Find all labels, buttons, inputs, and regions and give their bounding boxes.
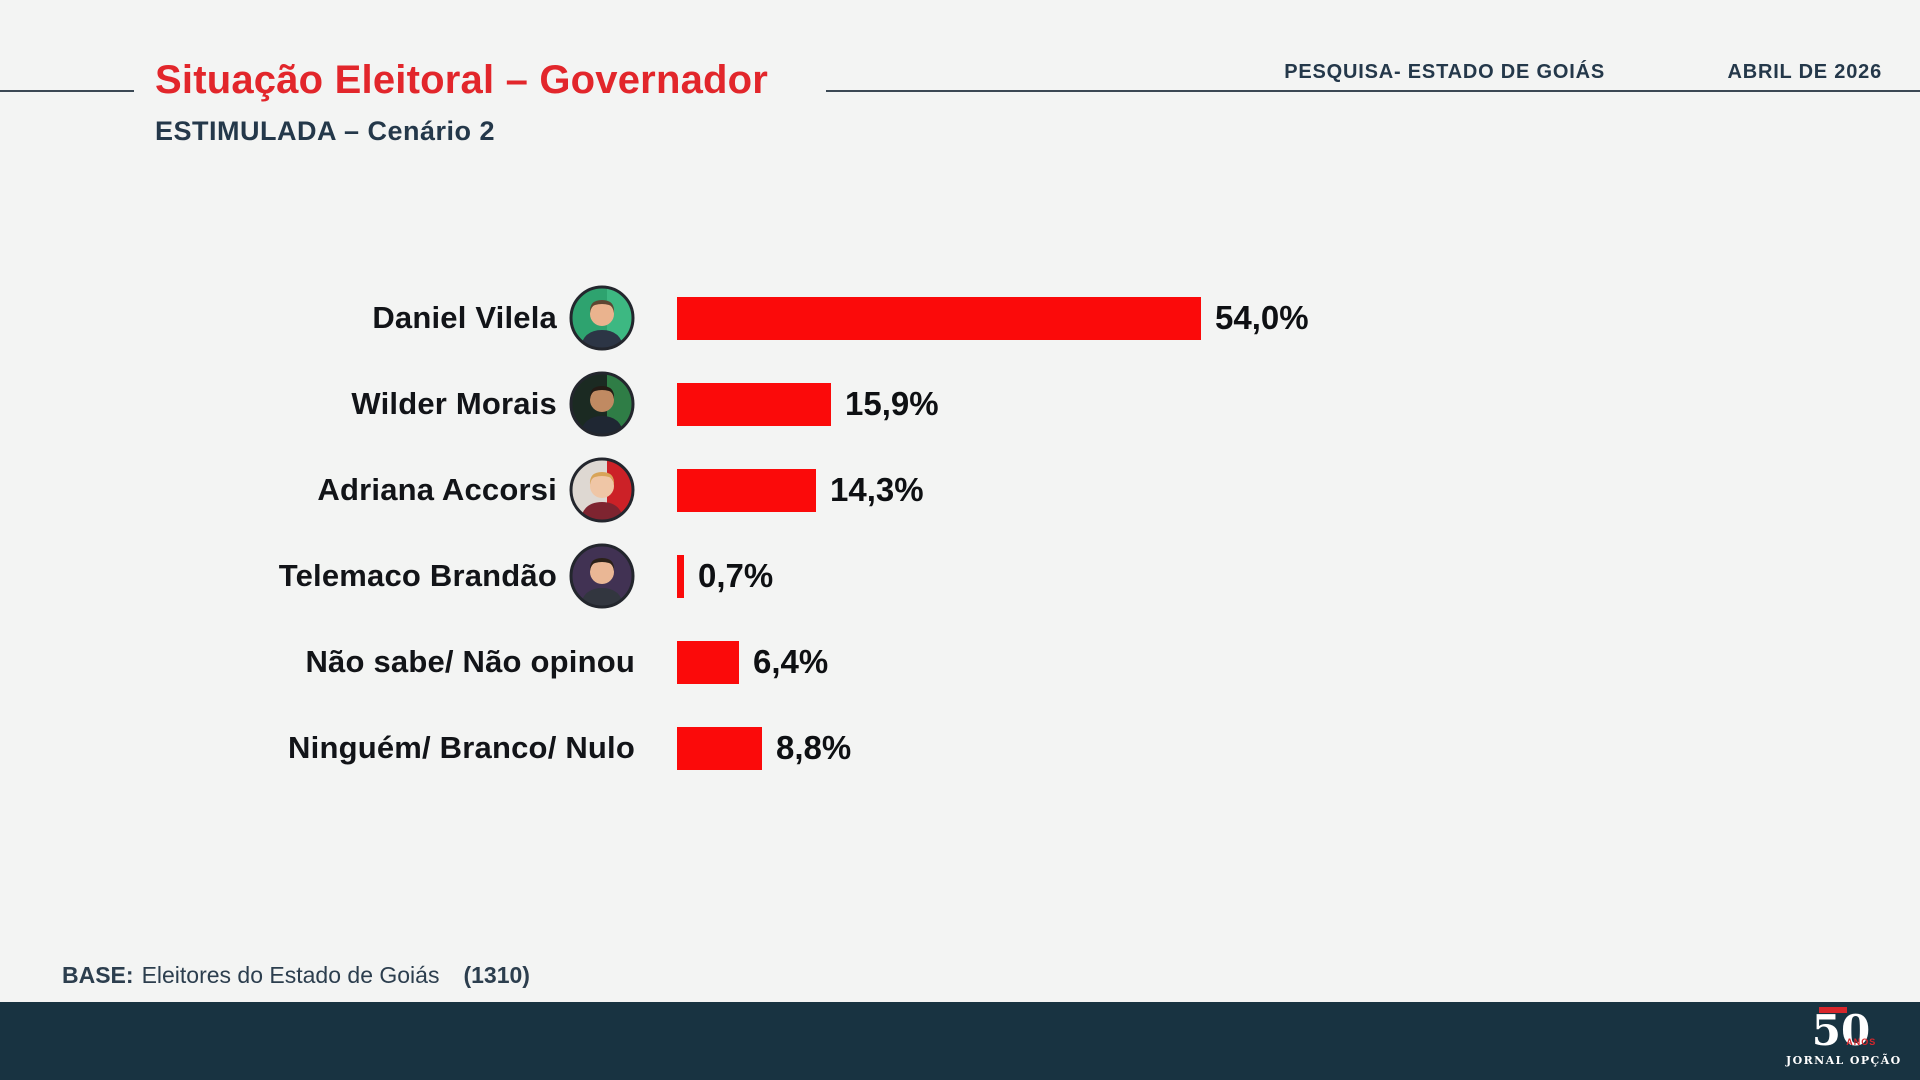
row-left-block: Wilder Morais [0,371,635,437]
logo-anos-label: ANOS [1846,1037,1877,1047]
chart-row: Ninguém/ Branco/ Nulo 8,8% [0,705,1920,791]
daniel-vilela-avatar [569,285,635,351]
logo-name: JORNAL OPÇÃO [1786,1054,1902,1067]
candidate-label: Adriana Accorsi [317,472,557,507]
chart-row: Não sabe/ Não opinou 6,4% [0,619,1920,705]
bar-wrap: 6,4% [677,640,829,684]
chart-row: Telemaco Brandão 0,7% [0,533,1920,619]
wilder-morais-avatar [569,371,635,437]
survey-name-label: PESQUISA- ESTADO DE GOIÁS [1284,61,1605,83]
header-rule-left [0,90,134,92]
value-label: 8,8% [776,729,852,766]
candidate-label: Wilder Morais [351,386,557,421]
chart-row: Daniel Vilela 54,0% [0,275,1920,361]
base-note-text: Eleitores do Estado de Goiás [141,962,440,988]
row-left-block: Daniel Vilela [0,285,635,351]
base-note-count: (1310) [463,962,530,988]
chart-row: Adriana Accorsi 14,3% [0,447,1920,533]
value-label: 0,7% [698,557,774,594]
logo-red-bar [1818,1007,1847,1013]
value-label: 6,4% [753,643,829,680]
bar-wrap: 8,8% [677,726,852,770]
page-subtitle: ESTIMULADA – Cenário 2 [155,116,496,146]
row-left-block: Ninguém/ Branco/ Nulo [0,730,635,766]
footer-bar: 50 ANOS JORNAL OPÇÃO [0,1002,1920,1080]
base-note-label: BASE: [62,962,134,988]
page-title: Situação Eleitoral – Governador [155,58,769,102]
candidate-label: Não sabe/ Não opinou [305,644,635,679]
jornal-opcao-logo: 50 ANOS JORNAL OPÇÃO [1786,1007,1902,1067]
adriana-accorsi-avatar [569,457,635,523]
candidate-label: Telemaco Brandão [278,558,557,593]
value-label: 14,3% [830,471,924,508]
adriana-accorsi-avatar [569,457,635,523]
bar-chart: Daniel Vilela 54,0% Wilder Morais 15,9% Ad… [0,275,1920,791]
wilder-morais-avatar [569,371,635,437]
daniel-vilela-avatar [569,285,635,351]
header-rule-right [826,90,1920,92]
row-left-block: Adriana Accorsi [0,457,635,523]
value-bar [677,726,762,770]
value-bar [677,382,831,426]
bar-wrap: 54,0% [677,296,1309,340]
bar-wrap: 15,9% [677,382,939,426]
candidate-label: Ninguém/ Branco/ Nulo [288,730,635,765]
telemaco-brandao-avatar [569,543,635,609]
row-left-block: Não sabe/ Não opinou [0,644,635,680]
value-bar [677,296,1201,340]
base-note: BASE: Eleitores do Estado de Goiás (1310) [62,962,530,989]
value-bar [677,554,684,598]
value-bar [677,640,739,684]
value-bar [677,468,816,512]
logo-number: 50 [1811,1006,1871,1055]
bar-wrap: 14,3% [677,468,924,512]
value-label: 15,9% [845,385,939,422]
bar-wrap: 0,7% [677,554,774,598]
chart-row: Wilder Morais 15,9% [0,361,1920,447]
row-left-block: Telemaco Brandão [0,543,635,609]
candidate-label: Daniel Vilela [372,300,557,335]
survey-date-label: ABRIL DE 2026 [1727,61,1882,83]
logo-50-block: 50 ANOS [1812,1007,1875,1052]
telemaco-brandao-avatar [569,543,635,609]
value-label: 54,0% [1215,299,1309,336]
